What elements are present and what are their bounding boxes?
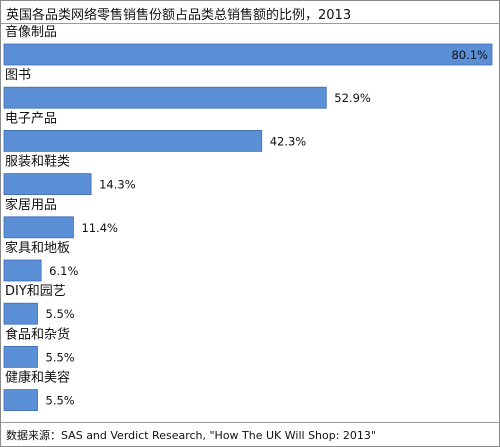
category-label: 音像制品 — [5, 24, 57, 40]
bar — [3, 173, 92, 196]
category-label: 图书 — [5, 68, 31, 83]
bar — [3, 259, 42, 282]
bar — [3, 86, 327, 109]
bar — [3, 130, 263, 152]
bar — [3, 302, 38, 325]
data-label: 5.5% — [46, 307, 75, 321]
category-label: 健康和美容 — [5, 370, 70, 386]
category-label: 服装和鞋类 — [5, 154, 70, 170]
data-label: 42.3% — [270, 134, 307, 148]
title-divider — [1, 23, 499, 24]
bar-chart: 音像制品 80.1% 图书 52.9% 电子产品 42.3% 服装和鞋类 14.3% 家居用品 1… — [3, 24, 493, 412]
category-label: 食品和杂货 — [5, 326, 70, 342]
data-label: 6.1% — [49, 264, 78, 278]
source-note: 数据来源：SAS and Verdict Research, "How The … — [6, 429, 376, 442]
category-label: 家居用品 — [5, 197, 57, 213]
bar — [3, 345, 38, 368]
bar — [3, 43, 493, 66]
data-label: 52.9% — [334, 91, 371, 105]
data-label: 80.1% — [451, 48, 488, 62]
category-label: 电子产品 — [5, 111, 57, 126]
data-label: 14.3% — [99, 178, 136, 192]
category-label: 家具和地板 — [5, 240, 70, 256]
data-label: 5.5% — [46, 394, 75, 408]
chart-title: 英国各品类网络零售销售份额占品类总销售额的比例，2013 — [6, 8, 352, 23]
bar — [3, 389, 38, 412]
source-divider — [1, 422, 499, 423]
data-label: 11.4% — [81, 221, 118, 235]
category-label: DIY和园艺 — [5, 284, 66, 299]
data-label: 5.5% — [46, 350, 75, 364]
bar — [3, 216, 74, 239]
